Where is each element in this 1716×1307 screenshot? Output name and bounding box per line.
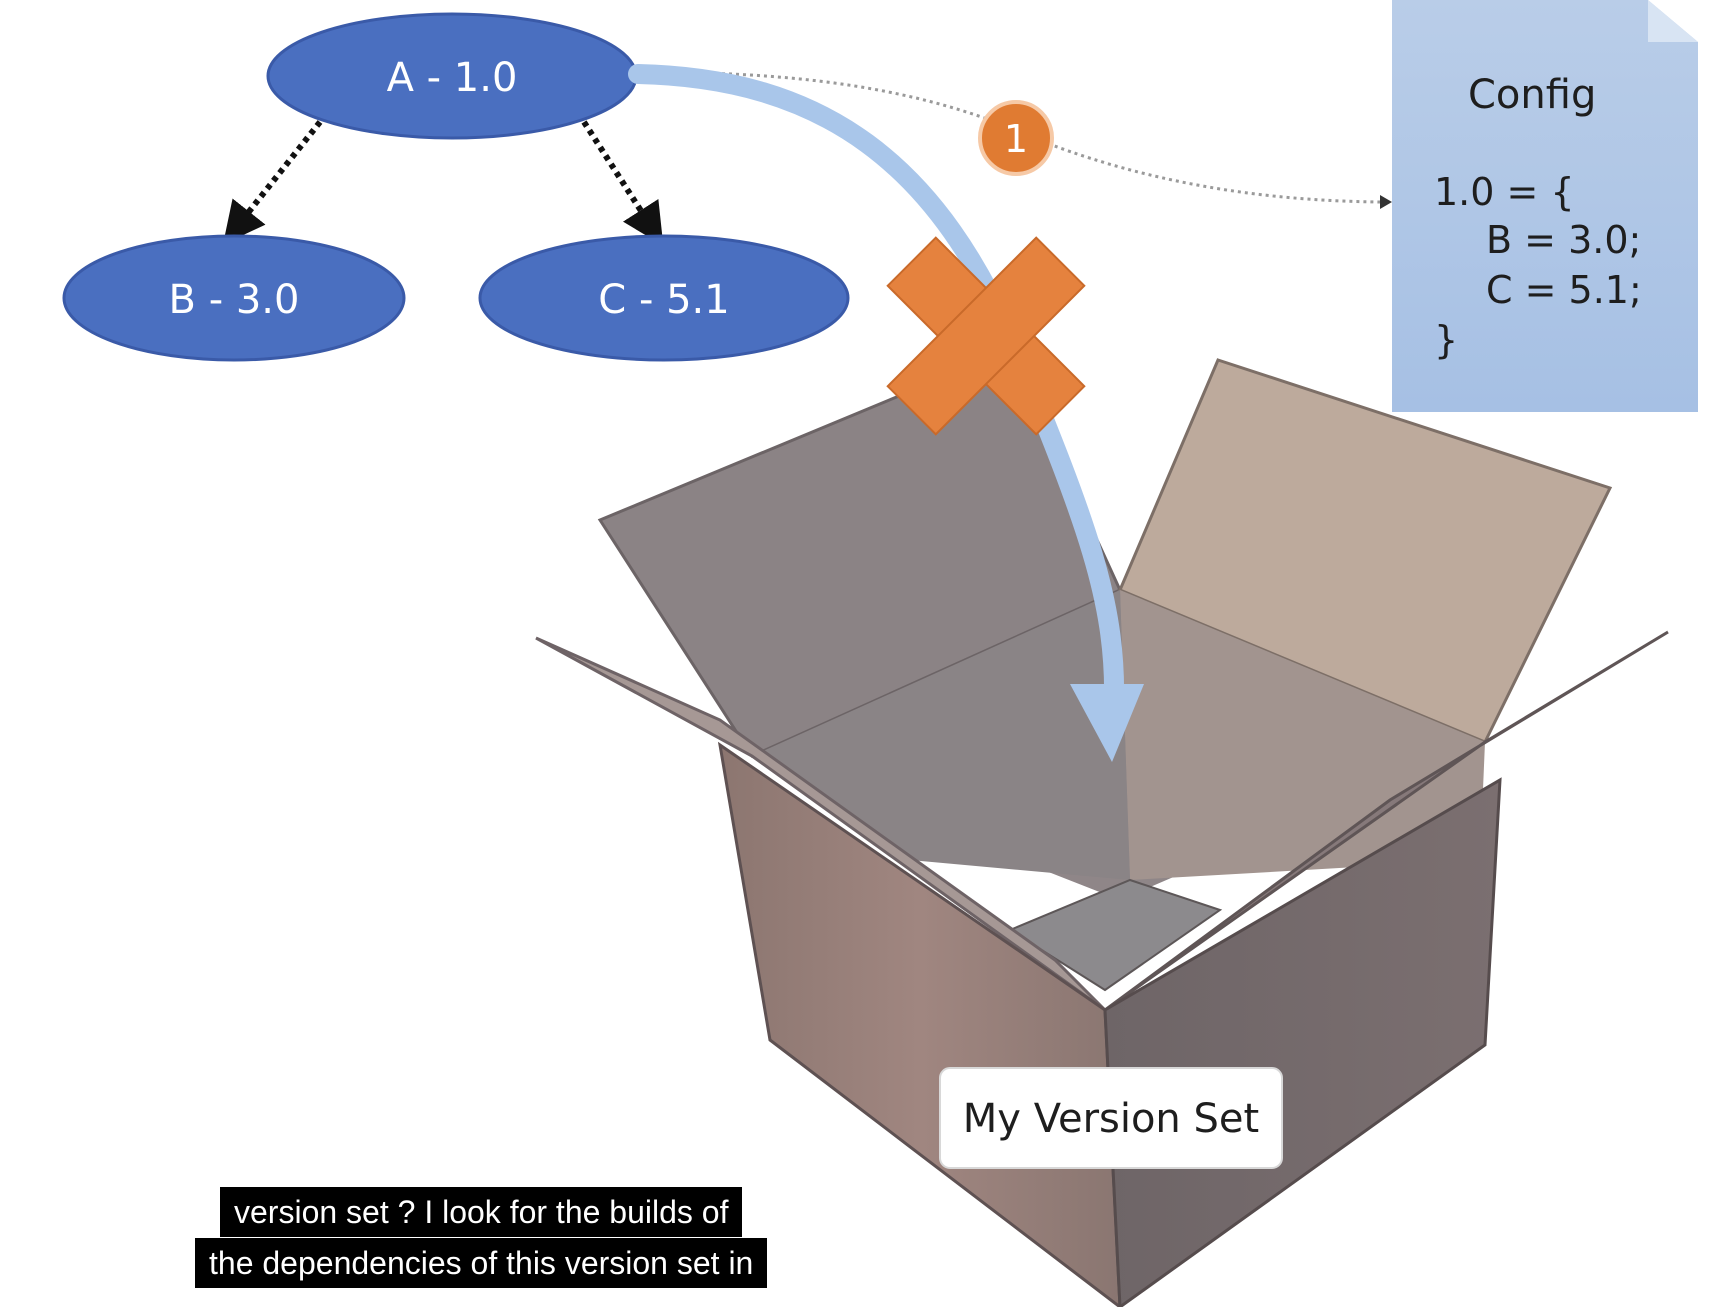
caption-line-1: version set ? I look for the builds of (220, 1187, 743, 1237)
config-line-1: 1.0 = { (1434, 170, 1575, 214)
config-line-3: C = 5.1; (1486, 268, 1642, 312)
dependency-arrow-a-to-b (222, 120, 323, 245)
blocked-cross-icon (886, 236, 1086, 436)
config-title: Config (1468, 72, 1596, 118)
package-node-a-label: A - 1.0 (387, 55, 518, 101)
import-arrowhead (1070, 684, 1144, 762)
box-label-text: My Version Set (963, 1096, 1259, 1142)
package-node-c-label: C - 5.1 (598, 277, 729, 323)
package-node-c (478, 234, 850, 362)
step-badge (978, 100, 1054, 176)
step-badge-number: 1 (1004, 117, 1028, 161)
box-label (939, 1067, 1283, 1169)
config-line-4: } (1434, 318, 1458, 362)
caption-line-2: the dependencies of this version set in (195, 1238, 768, 1288)
config-document (1392, 0, 1698, 412)
package-node-b-label: B - 3.0 (169, 277, 300, 323)
package-node-b (62, 234, 406, 362)
config-line-2: B = 3.0; (1486, 218, 1641, 262)
dependency-arrow-a-to-c (581, 120, 664, 246)
config-link-arrowhead (1380, 195, 1392, 209)
